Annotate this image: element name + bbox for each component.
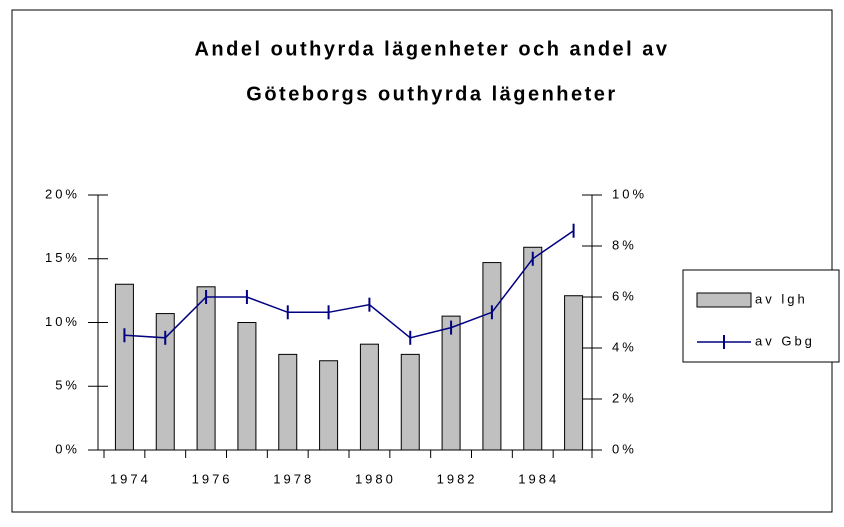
legend-label: av Gbg: [755, 333, 815, 348]
chart-title: Andel outhyrda lägenheter och andel av: [194, 38, 669, 60]
bar: [319, 360, 339, 451]
bar: [523, 246, 543, 451]
bar: [441, 315, 461, 451]
bar: [196, 286, 216, 451]
chart-title: Göteborgs outhyrda lägenheter: [246, 83, 617, 105]
x-tick-label: 1984: [518, 471, 559, 486]
x-tick-label: 1980: [355, 471, 396, 486]
y-tick-label: 15%: [45, 250, 80, 265]
bar: [564, 295, 584, 451]
legend-box: [682, 269, 840, 363]
y2-tick-label: 4%: [612, 339, 637, 354]
bar: [482, 262, 502, 451]
y2-tick-label: 2%: [612, 390, 637, 405]
y-tick-label: 0%: [55, 441, 80, 456]
legend-label: av lgh: [755, 291, 808, 306]
line: [124, 230, 575, 339]
bar: [114, 283, 134, 451]
chart-frame: [11, 9, 833, 513]
y-tick-label: 20%: [45, 186, 80, 201]
y2-tick-label: 0%: [612, 441, 637, 456]
x-tick-label: 1976: [192, 471, 233, 486]
y2-tick-label: 8%: [612, 237, 637, 252]
x-tick-label: 1978: [273, 471, 314, 486]
y-tick-label: 5%: [55, 378, 80, 393]
y2-tick-label: 10%: [612, 186, 647, 201]
y2-tick-label: 6%: [612, 288, 637, 303]
bar: [278, 353, 298, 451]
bar: [359, 343, 379, 451]
y-tick-label: 10%: [45, 314, 80, 329]
bar: [155, 313, 175, 451]
x-tick-label: 1982: [437, 471, 478, 486]
bar: [237, 322, 257, 451]
x-tick-label: 1974: [110, 471, 151, 486]
bar: [400, 353, 420, 451]
legend-swatch: [696, 292, 752, 308]
